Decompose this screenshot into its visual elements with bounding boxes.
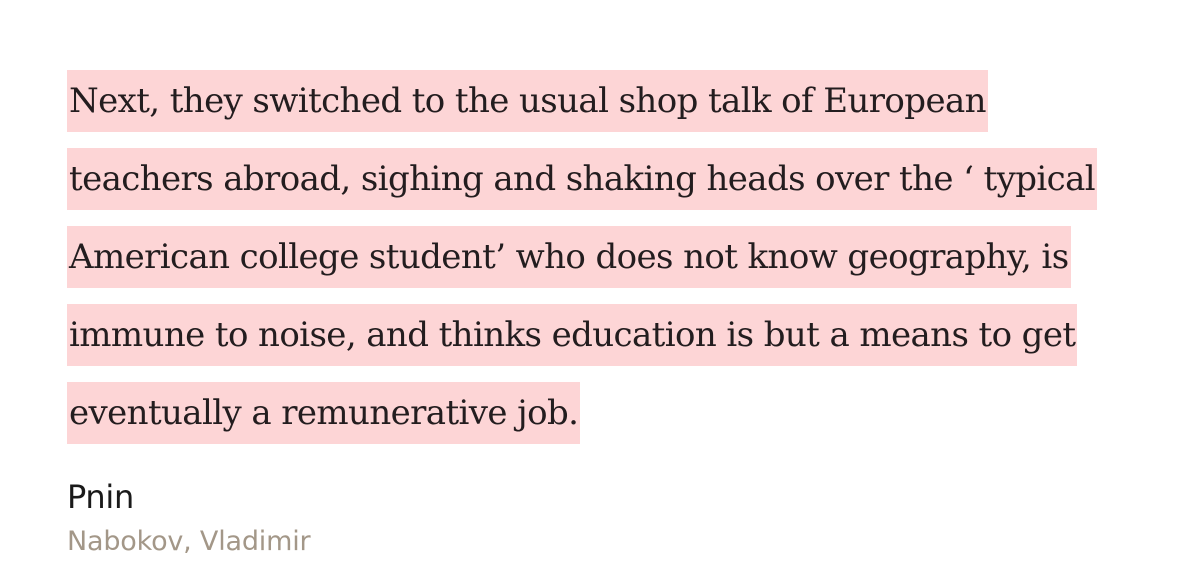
- highlighted-quote: Next, they switched to the usual shop ta…: [67, 70, 1167, 444]
- quote-line-1: Next, they switched to the usual shop ta…: [67, 70, 988, 132]
- book-author: Nabokov, Vladimir: [67, 526, 311, 557]
- quote-line-4: immune to noise, and thinks education is…: [67, 304, 1078, 366]
- quote-line-5: eventually a remunerative job.: [67, 382, 581, 444]
- quote-line-3: American college student’ who does not k…: [67, 226, 1071, 288]
- quote-line-2: teachers abroad, sighing and shaking hea…: [67, 148, 1098, 210]
- book-title: Pnin: [67, 478, 134, 516]
